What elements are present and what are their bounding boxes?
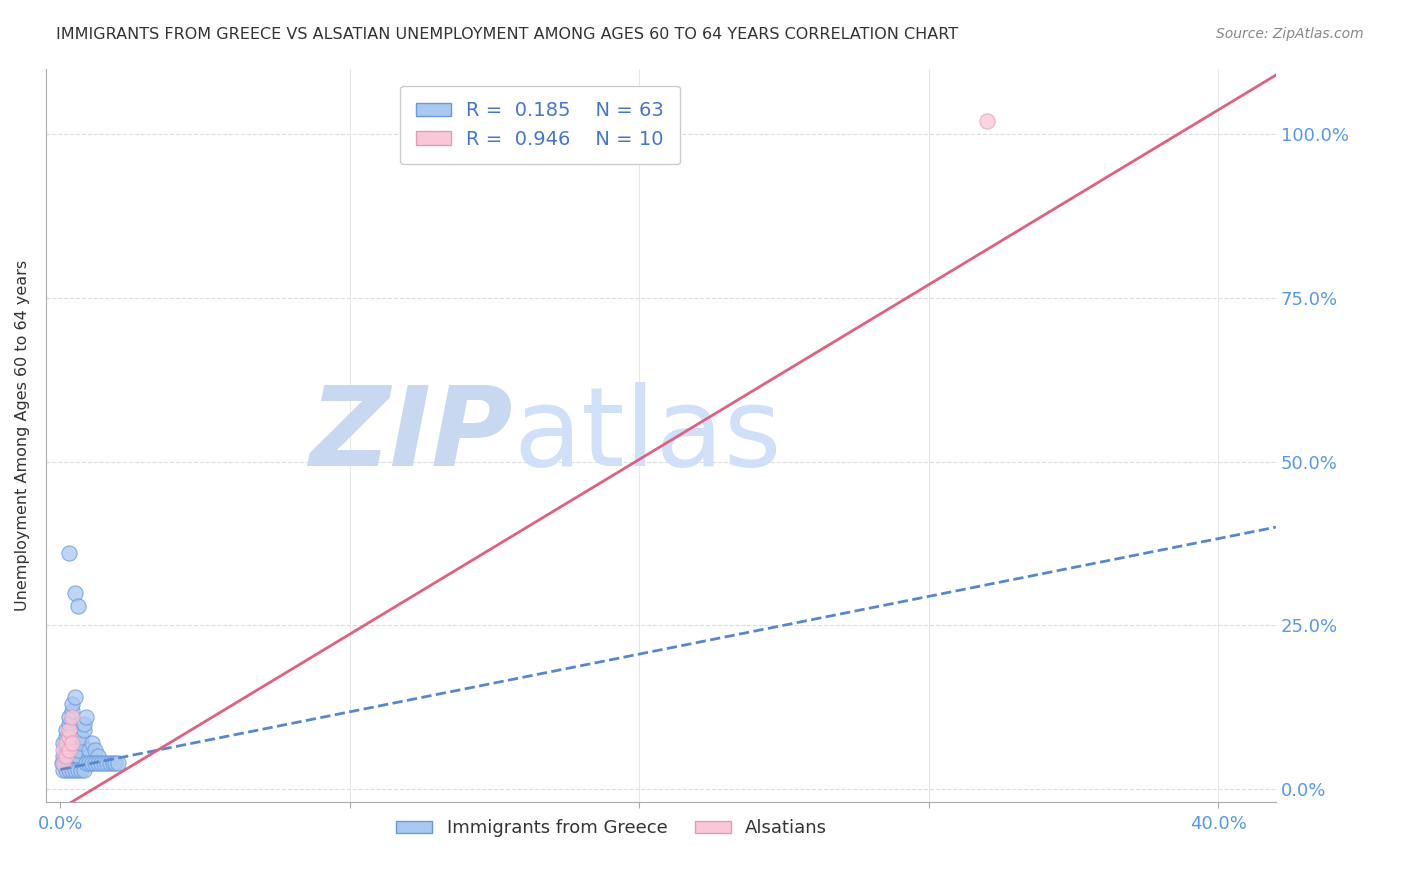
Point — [58, 756, 80, 770]
Point — [58, 749, 80, 764]
Point — [52, 756, 75, 770]
Point — [63, 763, 86, 777]
Point — [76, 756, 98, 770]
Point — [63, 749, 86, 764]
Point — [72, 716, 94, 731]
Point — [72, 723, 94, 738]
Text: Source: ZipAtlas.com: Source: ZipAtlas.com — [1216, 27, 1364, 41]
Point — [55, 723, 77, 738]
Point — [51, 756, 73, 770]
Point — [69, 730, 91, 744]
Point — [60, 749, 83, 764]
Point — [60, 704, 83, 718]
Text: IMMIGRANTS FROM GREECE VS ALSATIAN UNEMPLOYMENT AMONG AGES 60 TO 64 YEARS CORREL: IMMIGRANTS FROM GREECE VS ALSATIAN UNEMP… — [56, 27, 959, 42]
Point — [63, 756, 86, 770]
Point — [66, 763, 89, 777]
Point — [976, 114, 998, 128]
Point — [59, 749, 82, 764]
Point — [55, 763, 77, 777]
Point — [84, 756, 107, 770]
Point — [79, 743, 101, 757]
Point — [52, 756, 75, 770]
Point — [65, 749, 87, 764]
Point — [52, 763, 75, 777]
Point — [104, 756, 127, 770]
Point — [79, 749, 101, 764]
Point — [55, 749, 77, 764]
Point — [79, 756, 101, 770]
Point — [55, 730, 77, 744]
Point — [58, 730, 80, 744]
Point — [72, 763, 94, 777]
Y-axis label: Unemployment Among Ages 60 to 64 years: Unemployment Among Ages 60 to 64 years — [15, 260, 30, 611]
Point — [63, 690, 86, 705]
Point — [60, 710, 83, 724]
Point — [58, 763, 80, 777]
Point — [66, 749, 89, 764]
Point — [63, 585, 86, 599]
Point — [62, 749, 84, 764]
Point — [87, 756, 110, 770]
Point — [69, 763, 91, 777]
Point — [56, 749, 79, 764]
Point — [66, 599, 89, 613]
Point — [69, 736, 91, 750]
Point — [93, 756, 115, 770]
Point — [60, 736, 83, 750]
Point — [60, 697, 83, 711]
Point — [55, 736, 77, 750]
Point — [87, 749, 110, 764]
Point — [84, 743, 107, 757]
Point — [58, 716, 80, 731]
Text: atlas: atlas — [513, 382, 782, 489]
Point — [58, 710, 80, 724]
Point — [76, 710, 98, 724]
Legend: Immigrants from Greece, Alsatians: Immigrants from Greece, Alsatians — [389, 812, 834, 845]
Point — [60, 756, 83, 770]
Point — [58, 546, 80, 560]
Point — [58, 723, 80, 738]
Point — [82, 736, 104, 750]
Point — [101, 756, 124, 770]
Point — [58, 743, 80, 757]
Point — [52, 743, 75, 757]
Point — [60, 763, 83, 777]
Point — [55, 756, 77, 770]
Text: ZIP: ZIP — [309, 382, 513, 489]
Point — [107, 756, 129, 770]
Point — [55, 749, 77, 764]
Point — [96, 756, 118, 770]
Point — [60, 743, 83, 757]
Point — [82, 756, 104, 770]
Point — [63, 743, 86, 757]
Point — [55, 743, 77, 757]
Point — [52, 736, 75, 750]
Point — [53, 756, 76, 770]
Point — [52, 749, 75, 764]
Point — [98, 756, 121, 770]
Point — [66, 743, 89, 757]
Point — [58, 743, 80, 757]
Point — [90, 756, 112, 770]
